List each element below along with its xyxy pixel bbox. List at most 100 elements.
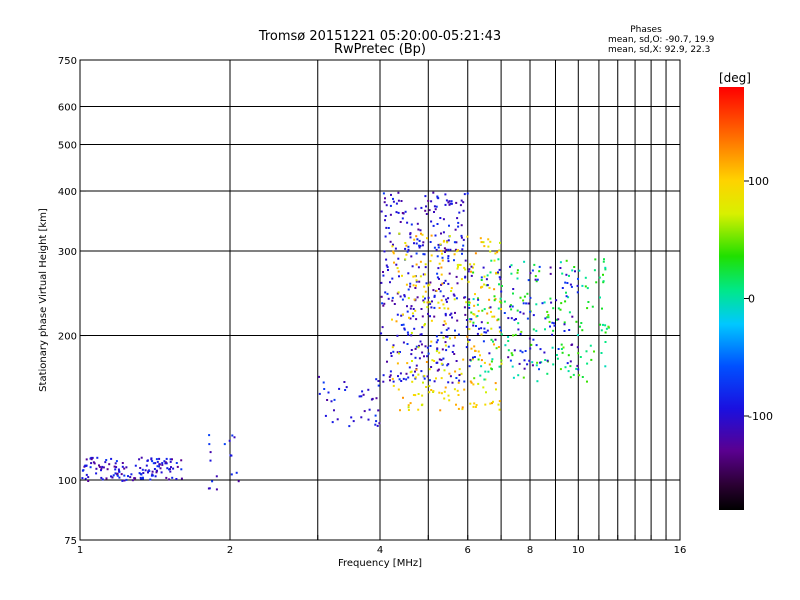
data-point — [486, 284, 489, 287]
data-point — [457, 265, 459, 268]
data-point — [598, 276, 601, 279]
data-point — [528, 337, 531, 340]
data-point — [549, 272, 552, 275]
data-point — [98, 465, 101, 468]
data-point — [84, 477, 87, 480]
data-point — [407, 409, 410, 411]
data-point — [561, 351, 564, 354]
data-point — [235, 471, 238, 474]
data-point — [522, 312, 525, 315]
data-point — [419, 333, 422, 336]
data-point — [411, 312, 414, 315]
data-point — [531, 361, 534, 364]
data-point — [382, 271, 384, 273]
data-point — [439, 409, 442, 412]
data-point — [482, 241, 485, 244]
data-point — [409, 307, 412, 310]
data-point — [390, 355, 393, 357]
y-axis-label: Stationary phase Virtual Height [km] — [38, 208, 49, 392]
data-point — [534, 278, 537, 281]
data-point — [428, 301, 431, 304]
data-point — [607, 325, 610, 328]
data-point — [95, 467, 98, 470]
data-point — [447, 345, 450, 348]
data-point — [490, 327, 493, 330]
data-point — [551, 321, 554, 324]
data-point — [430, 306, 433, 309]
data-point — [483, 283, 486, 286]
data-point — [436, 255, 439, 258]
data-point — [444, 203, 447, 206]
data-point — [448, 224, 450, 227]
data-point — [429, 241, 432, 243]
data-point — [557, 348, 560, 350]
data-point — [577, 368, 580, 371]
data-point — [507, 336, 510, 338]
data-point — [447, 307, 450, 310]
data-point — [447, 239, 450, 242]
data-point — [415, 368, 418, 371]
data-point — [531, 364, 534, 367]
data-point — [417, 373, 420, 376]
data-point — [576, 291, 579, 294]
data-point — [428, 209, 431, 212]
data-point — [493, 288, 496, 291]
data-point — [442, 324, 445, 326]
data-point — [456, 389, 459, 392]
data-point — [149, 478, 152, 481]
data-point — [406, 310, 409, 313]
data-point — [555, 299, 558, 302]
data-point — [90, 458, 93, 461]
data-point — [498, 249, 501, 252]
data-point — [465, 319, 468, 321]
data-point — [494, 298, 497, 300]
data-point — [589, 344, 592, 347]
data-point — [527, 302, 530, 305]
data-point — [391, 299, 394, 302]
data-point — [168, 478, 171, 481]
data-point — [559, 261, 562, 264]
data-point — [420, 370, 423, 373]
data-point — [431, 300, 433, 303]
data-point — [433, 315, 436, 318]
data-point — [604, 365, 607, 368]
data-point — [446, 241, 449, 244]
data-point — [473, 402, 476, 405]
data-point — [412, 284, 415, 287]
data-point — [433, 295, 436, 298]
data-point — [468, 328, 471, 331]
data-point — [463, 193, 466, 196]
data-point — [559, 368, 562, 371]
data-point — [531, 269, 534, 272]
data-point — [405, 378, 408, 381]
data-point — [557, 318, 560, 321]
data-point — [414, 207, 417, 210]
data-point — [318, 375, 320, 378]
data-point — [443, 320, 446, 323]
data-point — [419, 260, 422, 263]
data-point — [498, 330, 501, 333]
data-point — [457, 407, 460, 410]
data-point — [543, 351, 546, 354]
data-point — [603, 258, 605, 261]
data-point — [151, 460, 154, 463]
data-point — [414, 394, 417, 397]
data-point — [150, 458, 153, 461]
data-point — [569, 365, 572, 368]
data-point — [165, 476, 168, 479]
data-point — [567, 296, 570, 299]
data-point — [93, 462, 96, 465]
data-point — [421, 351, 424, 354]
data-point — [424, 323, 426, 326]
data-point — [444, 322, 447, 325]
data-point — [447, 327, 450, 330]
data-point — [509, 304, 512, 307]
data-point — [415, 284, 417, 287]
data-point — [470, 318, 473, 321]
data-point — [576, 284, 579, 287]
data-point — [477, 298, 480, 301]
data-point — [483, 361, 486, 364]
data-point — [499, 308, 502, 310]
data-point — [424, 290, 427, 293]
data-point — [424, 195, 427, 198]
